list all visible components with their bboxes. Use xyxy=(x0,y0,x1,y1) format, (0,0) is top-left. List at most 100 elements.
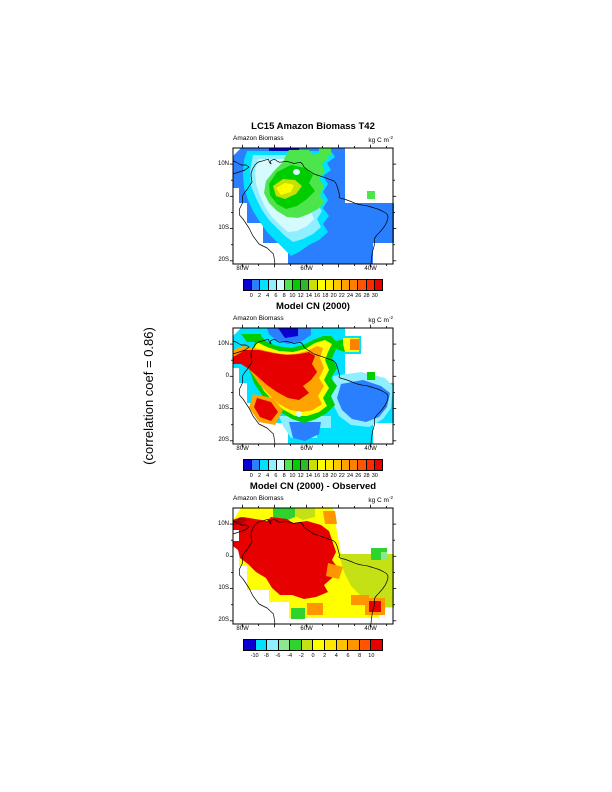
lon-tick-label: 80W xyxy=(236,446,249,452)
colorbar-tick-label: 2 xyxy=(323,653,327,659)
contour-region xyxy=(233,530,239,541)
map-frame xyxy=(232,147,394,265)
colorbar-tick-label: 6 xyxy=(274,473,278,479)
lat-tick-label: 0 xyxy=(225,192,229,199)
colorbar-tick-label: 18 xyxy=(322,293,329,299)
panel-title: LC15 Amazon Biomass T42 xyxy=(251,121,375,132)
colorbar-tick-label: 24 xyxy=(346,293,354,299)
colorbar-tick-label: 0 xyxy=(311,653,315,659)
colorbar-tick-label: 12 xyxy=(297,293,304,299)
colorbar-tick-label: 0 xyxy=(249,473,253,479)
biomass-map-model xyxy=(229,324,397,448)
colorbar-tick-label: -6 xyxy=(275,653,281,659)
colorbar-cell xyxy=(317,280,326,290)
lon-tick-label: 60W xyxy=(300,626,313,632)
lon-tick-label: 80W xyxy=(236,266,249,272)
colorbar-tick-label: 30 xyxy=(371,293,378,299)
contour-region xyxy=(351,595,369,605)
colorbar-tick-label: 4 xyxy=(266,293,270,299)
lat-tick-label: 0 xyxy=(225,372,229,379)
colorbar-tick-label: 26 xyxy=(355,473,362,479)
colorbar-tick-label: 12 xyxy=(297,473,304,479)
colorbar-cell xyxy=(374,280,382,290)
biomass-map-difference xyxy=(229,504,397,628)
colorbar-tick-label: -2 xyxy=(298,653,304,659)
contour-region xyxy=(350,339,359,350)
lat-tick-label: 10N xyxy=(217,520,229,527)
colorbar-tick-label: 0 xyxy=(249,293,253,299)
colorbar-cell xyxy=(260,280,269,290)
colorbar-cell xyxy=(317,460,326,470)
colorbar-tick-label: -10 xyxy=(250,653,259,659)
biomass-map-observed xyxy=(229,144,397,268)
contour-region xyxy=(291,608,305,619)
lat-tick-label: 10N xyxy=(217,160,229,167)
colorbar-cell xyxy=(260,460,269,470)
lat-tick-label: 20S xyxy=(218,437,229,444)
colorbar-cell xyxy=(278,640,291,650)
colorbar-cell xyxy=(350,460,359,470)
contour-region xyxy=(241,334,261,342)
contour-region xyxy=(337,380,390,422)
contour-region xyxy=(381,552,387,560)
map-units-label: kg C m-2 xyxy=(368,135,393,145)
colorbar-cell xyxy=(333,280,343,290)
colorbar-tick-label: 14 xyxy=(305,293,312,299)
contour-region xyxy=(326,563,343,579)
lon-tick-label: 80W xyxy=(236,626,249,632)
lat-tick-label: 20S xyxy=(218,257,229,264)
map-header: Amazon Biomass kg C m-2 xyxy=(233,495,393,505)
coastline xyxy=(239,339,389,445)
colorbar-tick-label: 8 xyxy=(358,653,362,659)
colorbar-cell xyxy=(244,640,256,650)
lon-tick-label: 60W xyxy=(300,266,313,272)
colorbar-cell xyxy=(276,280,285,290)
colorbar-cell xyxy=(284,460,294,470)
colorbar-cell xyxy=(342,280,351,290)
colorbar-cell xyxy=(276,460,285,470)
contour-region xyxy=(367,372,375,380)
coastline xyxy=(232,160,250,175)
lat-tick-label: 10N xyxy=(217,340,229,347)
map-header: Amazon Biomass kg C m-2 xyxy=(233,135,393,145)
contour-region xyxy=(307,603,323,615)
contour-region xyxy=(323,511,337,524)
colorbar-tick-label: 20 xyxy=(330,293,337,299)
lon-tick-label: 40W xyxy=(364,266,377,272)
colorbar-tick-label: 20 xyxy=(330,473,337,479)
lat-tick-label: 10S xyxy=(218,405,229,412)
colorbar-tick-label: 8 xyxy=(282,473,286,479)
colorbar-tick-label: -4 xyxy=(287,653,293,659)
map-frame xyxy=(232,327,394,445)
colorbar-tick-label: 26 xyxy=(355,293,362,299)
lat-tick-label: 10S xyxy=(218,585,229,592)
colorbar-cell xyxy=(336,640,349,650)
contour-region xyxy=(233,517,247,525)
panel-model: Model CN (2000) Amazon Biomass kg C m-2 … xyxy=(203,301,423,487)
panel-observed: LC15 Amazon Biomass T42 Amazon Biomass k… xyxy=(203,121,423,307)
colorbar-cell xyxy=(244,460,253,470)
map-header: Amazon Biomass kg C m-2 xyxy=(233,315,393,325)
contour-region xyxy=(276,183,294,195)
contour-region xyxy=(233,350,317,400)
colorbar-cell xyxy=(268,460,277,470)
colorbar-cell xyxy=(350,280,359,290)
colorbar-cell xyxy=(366,460,375,470)
contour-region xyxy=(339,554,394,607)
colorbar-tick-label: 22 xyxy=(338,293,345,299)
colorbar-tick-label: 10 xyxy=(368,653,375,659)
colorbar-cell xyxy=(309,460,318,470)
colorbar-tick-label: 28 xyxy=(363,473,370,479)
colorbar-cell xyxy=(325,280,334,290)
colorbar-tick-label: 4 xyxy=(334,653,338,659)
colorbar-cell xyxy=(359,640,372,650)
colorbar-cell xyxy=(374,460,382,470)
colorbar-tick-label: 2 xyxy=(257,473,261,479)
contour-region xyxy=(289,422,321,441)
colorbar-cell xyxy=(252,460,261,470)
colorbar-cell xyxy=(290,640,302,650)
colorbar-cell xyxy=(309,280,318,290)
colorbar-cell xyxy=(267,640,279,650)
contour-region xyxy=(295,508,315,520)
